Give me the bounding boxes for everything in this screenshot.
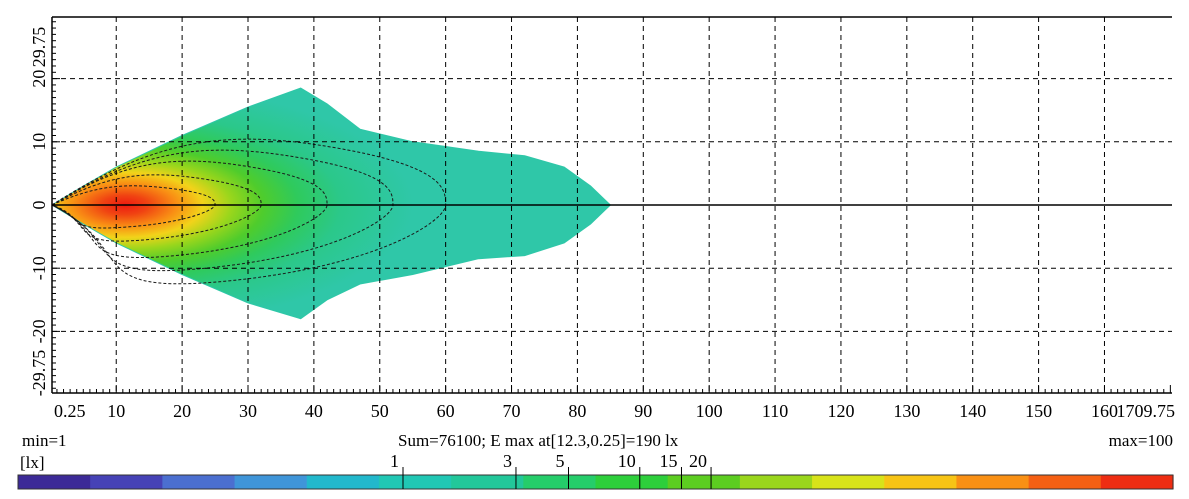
colorbar-segment-9	[667, 475, 741, 489]
summary-label: Sum=76100; E max at[12.3,0.25]=190 lx	[398, 431, 679, 450]
colorbar-segment-8	[595, 475, 669, 489]
colorbar-border	[17, 474, 1174, 490]
y-tick-labels: 29.75 20 10 0 -10 -20 -29.75	[29, 27, 49, 397]
y-tick-label-2: 10	[29, 133, 49, 151]
colorbar-segment-3	[234, 475, 308, 489]
colorbar-segment-7	[523, 475, 597, 489]
colorbar-segment-10	[739, 475, 813, 489]
colorbar-tick-label-20: 20	[689, 451, 707, 471]
x-tick-label-15: 150	[1025, 401, 1052, 421]
colorbar-segment-14	[1028, 475, 1102, 489]
y-tick-label-0: 29.75	[29, 27, 49, 68]
x-tick-label-16: 160	[1091, 401, 1118, 421]
x-tick-label-2: 20	[173, 401, 191, 421]
colorbar-segment-6	[451, 475, 524, 489]
x-tick-label-17: 1709.75	[1117, 401, 1176, 421]
x-tick-label-7: 70	[503, 401, 521, 421]
colorbar-segment-0	[18, 475, 91, 489]
x-tick-label-4: 40	[305, 401, 323, 421]
x-tick-label-10: 100	[696, 401, 723, 421]
y-tick-label-3: 0	[29, 201, 49, 210]
contour-3	[52, 138, 447, 285]
min-value-label: min=1	[22, 431, 67, 450]
x-tick-label-12: 120	[827, 401, 854, 421]
illuminance-region	[52, 87, 612, 320]
colorbar-segment-15	[1100, 475, 1174, 489]
colorbar-segment-2	[162, 475, 236, 489]
colorbar-tick-label-15: 15	[659, 451, 677, 471]
colorbar-segment-13	[956, 475, 1030, 489]
colorbar-segment-11	[812, 475, 885, 489]
contour-15	[52, 174, 262, 242]
x-tick-label-0: 0.25	[54, 401, 86, 421]
x-tick-label-3: 30	[239, 401, 257, 421]
x-tick-label-14: 140	[959, 401, 986, 421]
colorbar-tick-label-5: 5	[555, 451, 564, 471]
y-tick-label-4: -10	[29, 256, 49, 280]
x-tick-label-5: 50	[371, 401, 389, 421]
colorbar-segment-1	[90, 475, 163, 489]
colorbar-segment-4	[306, 475, 380, 489]
x-tick-label-8: 80	[568, 401, 586, 421]
contour-5	[52, 149, 394, 272]
grid-lines	[52, 17, 1172, 393]
colorbar-segment-5	[378, 475, 452, 489]
y-tick-label-6: -29.75	[29, 350, 49, 397]
colorbar-tick-label-3: 3	[503, 451, 512, 471]
colorbar: 1 3 5 10 15 20	[17, 451, 1174, 490]
axes	[51, 16, 1172, 394]
y-tick-label-5: -20	[29, 319, 49, 343]
unit-label: [lx]	[20, 453, 45, 472]
colorbar-segment-12	[884, 475, 958, 489]
contour-10	[52, 160, 328, 259]
x-tick-label-11: 110	[762, 401, 788, 421]
x-tick-labels: 0.25 10 20 30 40 50 60 70 80 90 100 110 120 130 140 150…	[54, 401, 1175, 421]
x-tick-label-6: 60	[437, 401, 455, 421]
illuminance-heatmap	[52, 87, 612, 320]
x-tick-label-13: 130	[893, 401, 920, 421]
x-tick-label-1: 10	[107, 401, 125, 421]
colorbar-tick-label-1: 1	[390, 451, 399, 471]
x-tick-label-9: 90	[634, 401, 652, 421]
max-value-label: max=100	[1108, 431, 1173, 450]
colorbar-tick-label-10: 10	[618, 451, 636, 471]
y-tick-label-1: 20	[29, 70, 49, 88]
